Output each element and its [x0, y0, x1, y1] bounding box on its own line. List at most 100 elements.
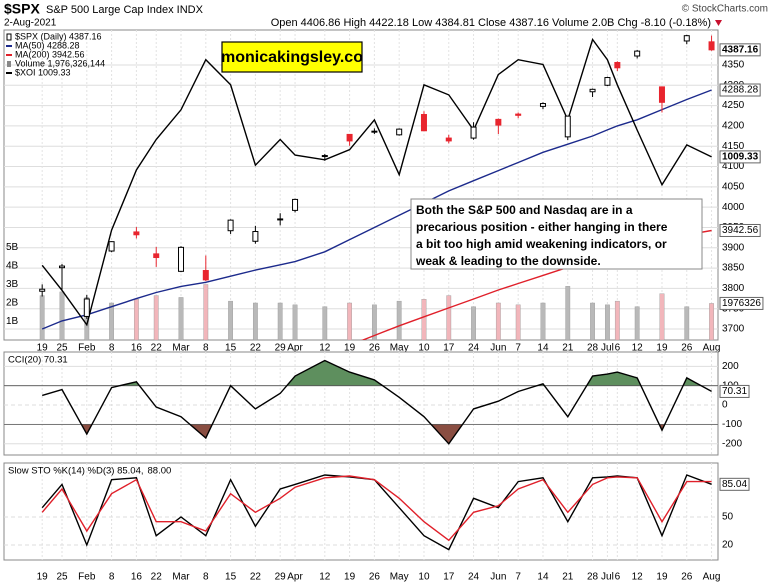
- volume-bar: [153, 295, 159, 341]
- panel: [3, 29, 719, 341]
- x-tick-label: 7: [515, 572, 521, 583]
- legend-label: MA(200) 3942.56: [15, 49, 85, 59]
- note-line: precarious position - either hanging in …: [416, 220, 668, 234]
- volume-tick-label: 4B: [6, 261, 19, 272]
- x-tick-label: 14: [537, 343, 549, 354]
- y-tick-label: 4050: [722, 181, 745, 192]
- volume-bar: [634, 306, 640, 341]
- volume-bar: [228, 300, 233, 341]
- y-tick-label: 0: [722, 400, 728, 411]
- volume-bar: [709, 303, 714, 341]
- note-box: [410, 198, 703, 270]
- quote: Open 4406.86 High 4422.18 Low 4384.81 Cl…: [271, 17, 711, 29]
- volume-bar: [277, 302, 283, 341]
- volume-bar: [421, 299, 427, 341]
- x-tick-label: 19: [37, 343, 49, 354]
- candle-body: [515, 113, 522, 116]
- volume-bar: [371, 304, 377, 341]
- y-tick-label: 3800: [722, 283, 745, 294]
- x-tick-label: 12: [319, 572, 331, 583]
- volume-tick-label: 3B: [6, 279, 19, 290]
- x-tick-label: 10: [418, 572, 430, 583]
- legend-swatch: [7, 61, 11, 67]
- value-box-label: 85.04: [722, 479, 747, 490]
- volume-bar: [605, 304, 610, 341]
- candle-body: [445, 137, 452, 142]
- volume-bar: [292, 304, 298, 341]
- value-box: [719, 296, 764, 310]
- x-tick-label: 12: [319, 343, 331, 354]
- price-line: [41, 89, 712, 330]
- volume-bar: [471, 306, 476, 341]
- candle-body: [604, 77, 611, 86]
- down-arrow: [715, 20, 722, 26]
- x-tick-label: 8: [203, 572, 209, 583]
- x-tick-label: 14: [537, 572, 549, 583]
- candle-body: [153, 253, 160, 259]
- volume-bar: [590, 302, 595, 341]
- indicator-line: [42, 359, 712, 445]
- candle-body: [227, 219, 234, 232]
- note-line: Both the S&P 500 and Nasdaq are in a: [416, 203, 633, 217]
- x-tick-label: 22: [250, 572, 262, 583]
- x-tick-label: 8: [109, 572, 115, 583]
- x-tick-label: May: [390, 343, 409, 354]
- date: 2-Aug-2021: [4, 18, 57, 29]
- note-line: a bit too high amid weakening indicators…: [416, 237, 667, 251]
- price-line: [41, 37, 712, 327]
- y-tick-label: 4150: [722, 141, 745, 152]
- candle-body: [252, 231, 259, 242]
- panel: [3, 351, 719, 456]
- x-tick-label: 16: [131, 572, 143, 583]
- x-tick-label: 19: [344, 572, 356, 583]
- value-box-label: 4387.16: [722, 44, 759, 55]
- y-tick-label: -200: [722, 438, 742, 449]
- x-tick-label: 8: [203, 343, 209, 354]
- volume-bar: [347, 302, 352, 341]
- x-tick-label: 22: [250, 343, 262, 354]
- volume-bar: [203, 284, 209, 341]
- x-tick-label: Mar: [172, 343, 190, 354]
- y-tick-label: 4000: [722, 202, 745, 213]
- value-box: [719, 223, 761, 237]
- y-tick-label: -100: [722, 419, 742, 430]
- y-tick-label: 200: [722, 361, 739, 372]
- x-tick-label: Apr: [287, 343, 303, 354]
- volume-bar: [684, 306, 690, 341]
- y-tick-label: 4350: [722, 60, 745, 71]
- volume-bar: [178, 297, 184, 341]
- y-tick-label: 50: [722, 512, 734, 523]
- legend-label: MA(50) 4288.28: [15, 40, 80, 50]
- x-tick-label: 26: [681, 572, 693, 583]
- site-box: [221, 41, 363, 73]
- x-tick-label: May: [390, 572, 409, 583]
- candle-body: [108, 241, 115, 252]
- candle-body: [83, 298, 90, 317]
- volume-bar: [446, 295, 452, 341]
- x-tick-label: Mar: [172, 572, 190, 583]
- candle-body: [371, 130, 378, 133]
- x-tick-label: 26: [369, 343, 381, 354]
- value-box-label: 3942.56: [722, 225, 759, 236]
- volume-bar: [495, 302, 501, 341]
- x-tick-label: Jun: [490, 343, 506, 354]
- value-box-label: 4288.28: [722, 85, 759, 96]
- x-tick-label: 19: [344, 343, 356, 354]
- x-tick-label: 19: [37, 572, 49, 583]
- candle-body: [614, 62, 621, 69]
- value-box: [719, 83, 761, 97]
- symbol: $SPX: [4, 1, 40, 17]
- x-tick-label: 29: [275, 572, 287, 583]
- x-tick-label: 6: [615, 572, 621, 583]
- volume-tick-label: 1B: [6, 316, 19, 327]
- value-box-label: 70.31: [722, 386, 747, 397]
- x-tick-label: 25: [56, 572, 68, 583]
- x-tick-label: 19: [656, 343, 668, 354]
- volume-bar: [39, 295, 45, 341]
- candle-body: [202, 270, 209, 281]
- x-tick-label: Jun: [490, 572, 506, 583]
- volume-bar: [109, 302, 114, 341]
- volume-bar: [322, 306, 328, 341]
- panel-title: CCI(20) 70.31: [8, 355, 68, 366]
- x-tick-label: 24: [468, 343, 480, 354]
